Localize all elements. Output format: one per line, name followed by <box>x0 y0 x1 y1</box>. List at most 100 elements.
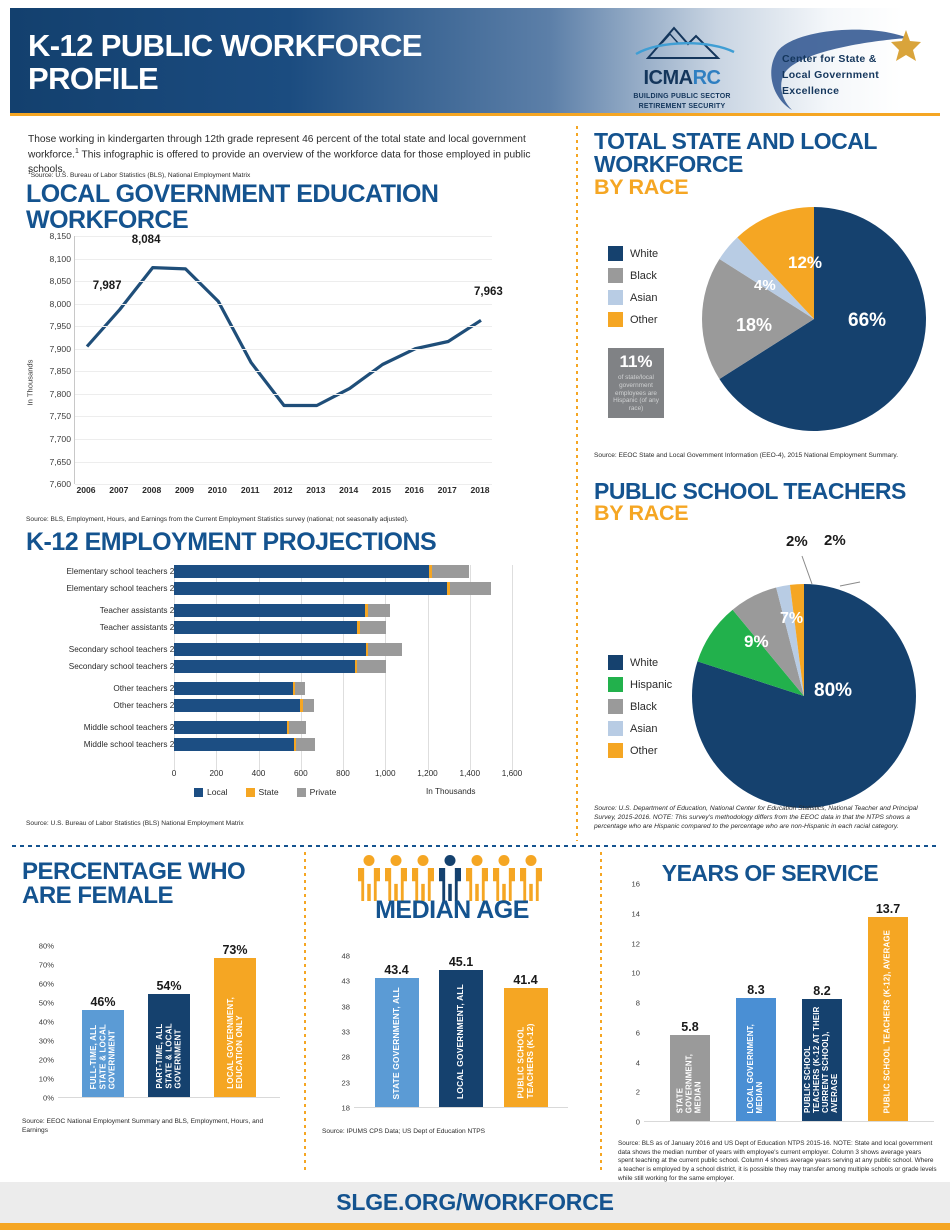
col-bar-category-label: PUBLIC SCHOOL TEACHERS (K-12 AT THEIR CU… <box>803 1006 839 1113</box>
line-chart-x-tick: 2013 <box>306 485 326 495</box>
line-chart-gridline <box>75 348 492 350</box>
col-bar-category-label: LOCAL GOVERNMENT, ALL <box>455 984 466 1099</box>
col-bar-category-label: FULL-TIME, ALL STATE & LOCAL GOVERNMENT <box>89 1023 117 1089</box>
bar-segment-local <box>174 738 295 751</box>
col-bar: PUBLIC SCHOOL TEACHERS (K-12 AT THEIR CU… <box>802 999 842 1121</box>
bar-chart-row: Elementary school teachers 2026 <box>26 582 526 595</box>
public-school-teachers-title: PUBLIC SCHOOL TEACHERS <box>594 478 906 504</box>
pie2-leader-line <box>801 555 813 585</box>
icma-tagline: BUILDING PUBLIC SECTOR RETIREMENT SECURI… <box>618 92 746 112</box>
k12-projections-source: Source: U.S. Bureau of Labor Statistics … <box>26 820 244 827</box>
pie2-label-hispanic: 9% <box>744 632 769 651</box>
percentage-female-source: Source: EEOC National Employment Summary… <box>22 1118 264 1134</box>
bar-segment-state <box>286 721 289 734</box>
bar-chart-gridline <box>469 565 471 770</box>
col-chart-y-tick: 23 <box>341 1078 350 1088</box>
bar-chart-x-tick: 200 <box>209 769 224 778</box>
pie-legend-swatch <box>608 677 623 692</box>
col-bar: STATE GOVERNMENT, MEDIAN <box>670 1034 710 1121</box>
pie2-label-other: 2% <box>824 532 846 549</box>
pie-slice-other <box>789 584 804 696</box>
bar-segment-private <box>359 621 386 634</box>
local-gov-education-workforce-title: LOCAL GOVERNMENT EDUCATION WORKFORCE <box>26 180 439 234</box>
col-chart-y-tick: 10% <box>38 1074 54 1084</box>
pie-legend-label: Other <box>630 744 658 757</box>
person-icon-5 <box>465 855 489 901</box>
pie2-label-white: 80% <box>814 680 853 701</box>
col-bar-value-label: 46% <box>90 994 116 1009</box>
col-chart-y-tick: 50% <box>38 998 54 1008</box>
bar-segment-state <box>428 565 433 578</box>
bar-segment-private <box>302 699 314 712</box>
bar-chart-x-tick: 1,000 <box>375 769 396 778</box>
bar-chart-x-tick: 0 <box>171 769 177 778</box>
pie-legend-swatch <box>608 290 623 305</box>
bar-chart-gridline <box>427 565 429 770</box>
icma-rc-logo: ICMARC BUILDING PUBLIC SECTOR RETIREMENT… <box>618 22 746 112</box>
col-bar-category-label: PUBLIC SCHOOL TEACHERS (K-12) <box>514 1023 535 1099</box>
center-state-local-gov-excellence-logo: Center for State & Local Government Exce… <box>758 24 923 112</box>
bar-chart-row-label: Teacher assistants 2016 <box>99 606 188 615</box>
bar-chart-row-track <box>174 721 512 734</box>
col-bar: FULL-TIME, ALL STATE & LOCAL GOVERNMENT <box>82 1009 124 1097</box>
line-chart-x-tick: 2010 <box>207 485 227 495</box>
line-chart-gridline <box>75 393 492 395</box>
footer-url[interactable]: SLGE.ORG/WORKFORCE <box>336 1189 614 1215</box>
bar-chart-x-tick: 1,400 <box>459 769 481 778</box>
pie-legend-item-black: Black <box>608 268 658 283</box>
total-state-local-source: Source: EEOC State and Local Government … <box>594 452 899 459</box>
bar-chart-row-label: Elementary school teachers 2026 <box>66 584 188 593</box>
bar-chart-x-tick: 1,200 <box>417 769 438 778</box>
line-chart-y-tick: 7,950 <box>49 321 71 332</box>
bar-segment-local <box>174 621 358 634</box>
public-school-teachers-section: PUBLIC SCHOOL TEACHERS BY RACE <box>594 478 940 525</box>
horizontal-divider <box>12 845 938 847</box>
col-chart-y-tick: 12 <box>631 939 640 948</box>
line-chart-x-tick: 2014 <box>339 485 359 495</box>
bar-segment-state <box>292 682 296 695</box>
years-of-service-plot: 0 2 4 6 8 10 12 14 16 STATE GOVERNMENT, MEDIAN 5.8… <box>632 880 934 1127</box>
col-chart-gridline <box>644 884 934 885</box>
legend-swatch <box>296 787 306 797</box>
total-state-local-title: TOTAL STATE AND LOCAL WORKFORCE <box>594 128 877 178</box>
pie-legend-swatch <box>608 743 623 758</box>
hispanic-badge: 11% of state/local government employees … <box>608 348 664 419</box>
bar-segment-private <box>295 682 305 695</box>
col-chart-y-tick: 8 <box>635 998 640 1008</box>
hispanic-badge-text: of state/local government employees are … <box>613 374 659 413</box>
bar-segment-local <box>174 565 429 578</box>
bar-chart-row: Middle school teachers 2026 <box>26 738 526 751</box>
col-bar-value-label: 43.4 <box>384 963 409 978</box>
pie1-legend: White Black Asian Other <box>608 246 658 334</box>
k12-projections-x-axis: 0 200 400 600 800 1,000 1,200 1,400 1,600 <box>171 769 523 783</box>
col-bar: PART-TIME, ALL STATE & LOCAL GOVERNMENT <box>148 994 190 1097</box>
line-chart-x-axis: 2006 2007 2008 2009 2010 2011 2012 2013 2014 2015… <box>74 484 492 500</box>
median-age-people-icon <box>352 855 548 903</box>
line-chart-x-tick: 2006 <box>76 485 96 495</box>
pie-slice-asian <box>719 237 814 319</box>
pie-legend-swatch <box>608 246 623 261</box>
pie-legend-item-other: Other <box>608 312 658 327</box>
col-chart-y-tick: 10 <box>631 968 640 978</box>
pie-legend-item-other: Other <box>608 743 672 758</box>
pie-slice-black <box>702 258 814 380</box>
median-age-title: MEDIAN AGE <box>375 896 529 924</box>
bar-segment-local <box>174 604 366 617</box>
bar-segment-private <box>296 738 316 751</box>
bar-chart-x-tick: 1,600 <box>501 769 523 778</box>
col-chart-y-tick: 0 <box>635 1117 640 1127</box>
bar-segment-state <box>365 604 368 617</box>
col-bar-value-label: 8.2 <box>813 984 831 998</box>
legend-swatch <box>194 787 203 797</box>
k12-projections-units: In Thousands <box>426 787 476 796</box>
line-chart-gridline <box>75 236 492 237</box>
person-head <box>363 855 375 866</box>
pie-slice-other <box>737 207 814 319</box>
bar-chart-row: Other teachers 2016 <box>26 682 526 695</box>
col-chart-y-tick: 43 <box>341 976 350 986</box>
person-icon-7 <box>519 855 543 901</box>
rc-text: RC <box>692 67 721 89</box>
legend-label: Local <box>207 787 228 797</box>
line-chart-gridline <box>75 484 492 485</box>
bar-segment-local <box>174 721 287 734</box>
